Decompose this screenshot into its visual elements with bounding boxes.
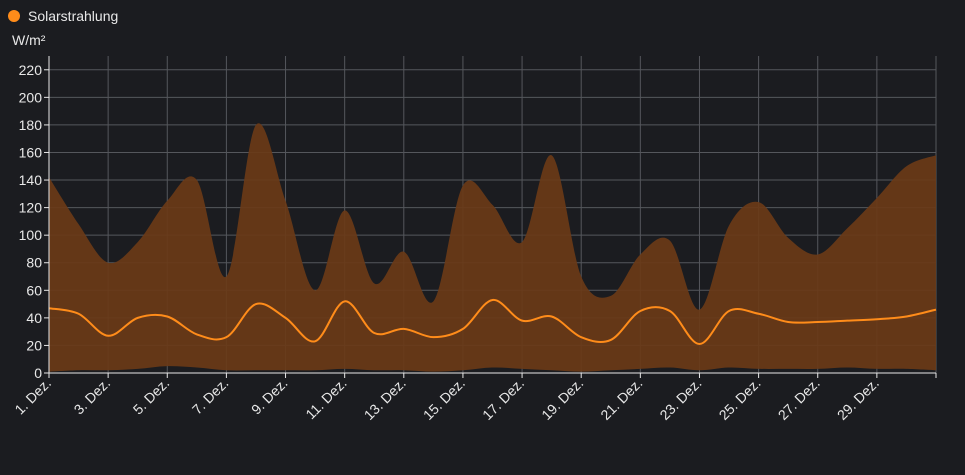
x-tick-label: 5. Dez. xyxy=(130,375,173,418)
y-tick-label: 120 xyxy=(19,200,43,216)
y-tick-label: 220 xyxy=(19,62,43,78)
x-tick-label: 27. Dez. xyxy=(775,375,823,423)
legend-series-label: Solarstrahlung xyxy=(28,8,119,24)
x-tick-label: 25. Dez. xyxy=(716,375,764,423)
series-lines xyxy=(48,298,937,346)
y-tick-label: 60 xyxy=(26,282,42,298)
range-area-fill xyxy=(49,123,936,372)
x-tick-label: 9. Dez. xyxy=(248,375,291,418)
x-tick-label: 13. Dez. xyxy=(361,375,409,423)
x-tick-label: 19. Dez. xyxy=(538,375,586,423)
y-tick-label: 40 xyxy=(26,310,42,326)
x-tick-label: 15. Dez. xyxy=(420,375,468,423)
y-tick-label: 20 xyxy=(26,337,42,353)
y-axis-unit-label: W/m² xyxy=(12,32,46,48)
y-tick-label: 180 xyxy=(19,117,43,133)
x-tick-label: 17. Dez. xyxy=(479,375,527,423)
y-tick-label: 0 xyxy=(34,365,42,381)
x-tick-label: 11. Dez. xyxy=(302,375,349,422)
y-tick-label: 140 xyxy=(19,172,43,188)
series-line-mean xyxy=(48,298,937,346)
chart-legend[interactable]: Solarstrahlung xyxy=(8,8,118,24)
y-tick-label: 200 xyxy=(19,89,43,105)
x-tick-label: 3. Dez. xyxy=(71,375,114,418)
y-tick-label: 100 xyxy=(19,227,43,243)
x-tick-label: 21. Dez. xyxy=(597,375,645,423)
y-axis-ticks: 0 20 40 60 80 100 120 140 160 180 200 220 xyxy=(19,62,49,381)
range-area xyxy=(49,123,936,372)
y-tick-label: 80 xyxy=(26,255,42,271)
legend-series-marker xyxy=(8,10,20,22)
y-tick-label: 160 xyxy=(19,144,43,160)
x-axis-ticks: 1. Dez. 3. Dez. 5. Dez. 7. Dez. 9. Dez. 11. D… xyxy=(11,373,937,423)
x-tick-label: 29. Dez. xyxy=(834,375,882,423)
x-tick-label: 1. Dez. xyxy=(11,375,54,418)
x-tick-label: 23. Dez. xyxy=(656,375,704,423)
chart-axes xyxy=(48,56,936,374)
x-tick-label: 7. Dez. xyxy=(189,375,232,418)
